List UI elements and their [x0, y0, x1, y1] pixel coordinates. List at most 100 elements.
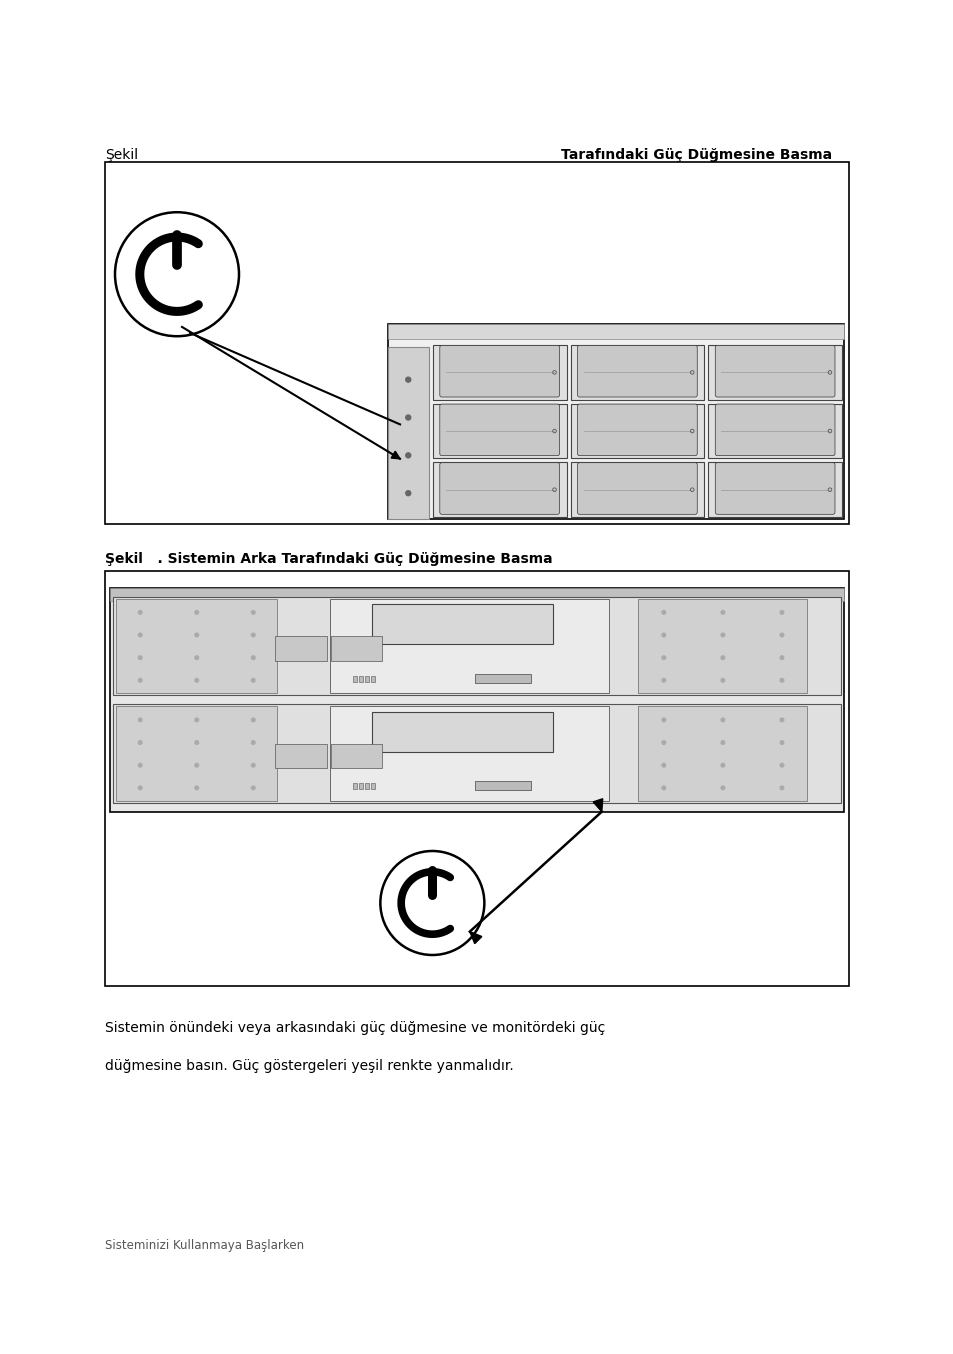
Circle shape: [252, 764, 254, 766]
Circle shape: [194, 655, 198, 659]
Circle shape: [661, 787, 665, 789]
Circle shape: [720, 634, 724, 636]
Circle shape: [720, 718, 724, 722]
Circle shape: [138, 655, 142, 659]
Circle shape: [720, 787, 724, 789]
FancyBboxPatch shape: [112, 597, 841, 695]
FancyBboxPatch shape: [370, 784, 375, 789]
FancyBboxPatch shape: [439, 403, 558, 456]
FancyBboxPatch shape: [372, 712, 553, 751]
FancyBboxPatch shape: [330, 598, 608, 693]
Circle shape: [194, 764, 198, 766]
Circle shape: [252, 787, 254, 789]
FancyBboxPatch shape: [105, 571, 848, 986]
Circle shape: [194, 787, 198, 789]
Circle shape: [780, 787, 783, 789]
Circle shape: [661, 611, 665, 615]
Circle shape: [780, 764, 783, 766]
FancyBboxPatch shape: [638, 707, 806, 800]
FancyBboxPatch shape: [577, 345, 697, 397]
FancyBboxPatch shape: [707, 345, 841, 399]
FancyBboxPatch shape: [570, 403, 703, 459]
Circle shape: [405, 416, 411, 420]
Polygon shape: [593, 799, 602, 811]
Circle shape: [252, 611, 254, 615]
FancyBboxPatch shape: [439, 345, 558, 397]
Circle shape: [405, 490, 411, 496]
FancyBboxPatch shape: [358, 676, 363, 682]
FancyBboxPatch shape: [475, 674, 531, 682]
FancyBboxPatch shape: [353, 676, 356, 682]
FancyBboxPatch shape: [358, 784, 363, 789]
FancyBboxPatch shape: [116, 707, 277, 800]
Circle shape: [720, 611, 724, 615]
Circle shape: [720, 764, 724, 766]
FancyBboxPatch shape: [707, 403, 841, 459]
FancyBboxPatch shape: [110, 588, 843, 811]
FancyBboxPatch shape: [433, 345, 566, 399]
Circle shape: [780, 718, 783, 722]
FancyBboxPatch shape: [105, 162, 848, 524]
Circle shape: [661, 764, 665, 766]
Polygon shape: [391, 451, 399, 459]
FancyBboxPatch shape: [112, 704, 841, 803]
Circle shape: [252, 718, 254, 722]
Circle shape: [780, 611, 783, 615]
Circle shape: [380, 852, 484, 955]
FancyBboxPatch shape: [439, 463, 558, 515]
FancyBboxPatch shape: [372, 604, 553, 645]
FancyBboxPatch shape: [570, 462, 703, 517]
Circle shape: [115, 213, 239, 336]
Circle shape: [661, 678, 665, 682]
Circle shape: [252, 678, 254, 682]
FancyBboxPatch shape: [331, 636, 382, 661]
FancyBboxPatch shape: [275, 636, 327, 661]
Circle shape: [720, 655, 724, 659]
Circle shape: [720, 741, 724, 745]
Circle shape: [661, 718, 665, 722]
Circle shape: [138, 634, 142, 636]
Polygon shape: [469, 932, 481, 944]
FancyBboxPatch shape: [364, 784, 369, 789]
Text: Sisteminizi Kullanmaya Başlarken: Sisteminizi Kullanmaya Başlarken: [105, 1239, 304, 1252]
Circle shape: [194, 678, 198, 682]
Text: Şekil   . Sistemin Arka Tarafındaki Güç Düğmesine Basma: Şekil . Sistemin Arka Tarafındaki Güç Dü…: [105, 552, 552, 566]
Circle shape: [138, 718, 142, 722]
Circle shape: [780, 678, 783, 682]
Circle shape: [194, 611, 198, 615]
FancyBboxPatch shape: [433, 462, 566, 517]
Circle shape: [405, 378, 411, 382]
FancyBboxPatch shape: [387, 324, 843, 519]
FancyBboxPatch shape: [330, 707, 608, 800]
Text: Tarafındaki Güç Düğmesine Basma: Tarafındaki Güç Düğmesine Basma: [560, 148, 831, 162]
Text: Sistemin önündeki veya arkasındaki güç düğmesine ve monitördeki güç: Sistemin önündeki veya arkasındaki güç d…: [105, 1021, 604, 1034]
FancyBboxPatch shape: [433, 403, 566, 459]
FancyBboxPatch shape: [570, 345, 703, 399]
Text: düğmesine basın. Güç göstergeleri yeşil renkte yanmalıdır.: düğmesine basın. Güç göstergeleri yeşil …: [105, 1059, 514, 1072]
Circle shape: [138, 678, 142, 682]
FancyBboxPatch shape: [331, 743, 382, 768]
FancyBboxPatch shape: [110, 588, 843, 601]
Circle shape: [780, 634, 783, 636]
FancyBboxPatch shape: [116, 598, 277, 693]
Circle shape: [252, 634, 254, 636]
Circle shape: [194, 718, 198, 722]
FancyBboxPatch shape: [638, 598, 806, 693]
Circle shape: [138, 741, 142, 745]
FancyBboxPatch shape: [707, 462, 841, 517]
FancyBboxPatch shape: [715, 463, 834, 515]
FancyBboxPatch shape: [370, 676, 375, 682]
Circle shape: [661, 634, 665, 636]
FancyBboxPatch shape: [275, 743, 327, 768]
Circle shape: [138, 787, 142, 789]
Circle shape: [138, 611, 142, 615]
Circle shape: [138, 764, 142, 766]
FancyBboxPatch shape: [475, 781, 531, 791]
Circle shape: [252, 655, 254, 659]
Circle shape: [661, 741, 665, 745]
Circle shape: [405, 452, 411, 458]
FancyBboxPatch shape: [715, 403, 834, 456]
Circle shape: [194, 634, 198, 636]
FancyBboxPatch shape: [387, 347, 428, 519]
Circle shape: [780, 655, 783, 659]
